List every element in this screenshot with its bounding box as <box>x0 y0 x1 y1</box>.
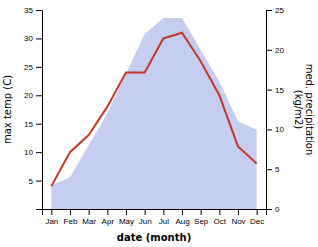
x-tick: Nov <box>231 209 245 226</box>
x-tick: Apr <box>102 209 115 226</box>
x-tick-label: Jun <box>139 217 152 226</box>
y-axis: 5 10 15 20 25 30 35 <box>24 6 42 209</box>
y-tick: 25 <box>24 63 42 72</box>
y2-axis-title-line: (kg/m2) <box>293 90 304 130</box>
y2-tick-label: 20 <box>275 46 284 55</box>
x-tick-mark <box>182 209 183 215</box>
y2-axis-title-line: med. precipitation <box>304 64 315 156</box>
x-tick: May <box>119 209 134 226</box>
plot: Jan Feb Mar Apr May Jun Jul Aug Sep Oct Nov Dec 5 10 1… <box>2 6 315 243</box>
x-tick: Aug <box>175 209 189 226</box>
y2-tick-mark <box>266 169 272 170</box>
x-tick-label: Nov <box>231 217 245 226</box>
y-tick-label: 10 <box>24 148 33 157</box>
y2-axis-line <box>267 11 273 210</box>
x-tick: Jan <box>45 209 58 226</box>
x-tick: Sep <box>194 209 209 226</box>
x-tick-mark <box>70 209 71 215</box>
x-tick: Jul <box>159 209 169 226</box>
y-tick-mark <box>36 38 42 39</box>
x-tick-label: Jul <box>159 217 169 226</box>
x-tick-mark <box>238 209 239 215</box>
x-tick-mark <box>257 209 258 215</box>
y2-axis: 0 5 10 15 20 25 <box>266 6 284 214</box>
y2-tick-mark <box>266 129 272 130</box>
y2-axis-title: med. precipitation(kg/m2) <box>293 64 315 156</box>
y-tick-label: 30 <box>24 34 33 43</box>
precipitation-area <box>51 18 256 209</box>
x-tick-label: Sep <box>194 217 209 226</box>
x-tick-mark <box>163 209 164 215</box>
y-tick: 30 <box>24 34 42 43</box>
marks <box>51 18 256 209</box>
x-tick-label: Dec <box>250 217 264 226</box>
x-tick: Mar <box>82 209 96 226</box>
x-tick-mark <box>89 209 90 215</box>
y2-tick-label: 15 <box>275 86 284 95</box>
y-tick: 35 <box>24 6 42 15</box>
y-tick-label: 25 <box>24 63 33 72</box>
y-tick: 5 <box>29 177 42 186</box>
x-axis-line <box>43 210 267 216</box>
y-tick: 15 <box>24 120 42 129</box>
y2-tick-label: 0 <box>275 205 280 214</box>
y-tick: 10 <box>24 148 42 157</box>
x-tick-label: Feb <box>64 217 78 226</box>
y-tick-mark <box>36 181 42 182</box>
y2-tick: 10 <box>266 125 284 134</box>
y2-tick-mark <box>266 50 272 51</box>
x-axis-title: date (month) <box>117 232 191 243</box>
y-tick-label: 5 <box>29 177 34 186</box>
x-tick-label: Aug <box>175 217 189 226</box>
y2-tick-mark <box>266 209 272 210</box>
x-tick-mark <box>126 209 127 215</box>
y2-tick: 25 <box>266 6 284 15</box>
y2-tick: 20 <box>266 46 284 55</box>
x-tick-label: Jan <box>45 217 58 226</box>
y-tick-label: 15 <box>24 120 33 129</box>
y2-tick: 5 <box>266 165 280 174</box>
y-tick-mark <box>36 152 42 153</box>
x-tick-label: May <box>119 217 134 226</box>
y-tick: 20 <box>24 91 42 100</box>
x-tick-mark <box>145 209 146 215</box>
x-axis: Jan Feb Mar Apr May Jun Jul Aug Sep Oct Nov Dec <box>43 209 267 226</box>
y2-tick: 0 <box>266 205 280 214</box>
y-tick-label: 35 <box>24 6 33 15</box>
chart: Jan Feb Mar Apr May Jun Jul Aug Sep Oct Nov Dec 5 10 1… <box>0 0 318 247</box>
x-tick: Feb <box>64 209 78 226</box>
y-tick-label: 20 <box>24 91 33 100</box>
x-tick-label: Mar <box>82 217 96 226</box>
y2-tick-label: 5 <box>275 165 280 174</box>
x-tick: Oct <box>214 209 227 226</box>
y2-tick: 15 <box>266 86 284 95</box>
x-tick-mark <box>219 209 220 215</box>
y-tick-mark <box>36 124 42 125</box>
y2-tick-label: 25 <box>275 6 284 15</box>
y2-tick-mark <box>266 90 272 91</box>
x-tick-mark <box>107 209 108 215</box>
x-tick-label: Apr <box>102 217 115 226</box>
y-axis-line <box>36 11 43 210</box>
y2-tick-mark <box>266 10 272 11</box>
x-tick: Dec <box>250 209 264 226</box>
y-tick-mark <box>36 67 42 68</box>
y-axis-title: max temp (C) <box>2 75 13 144</box>
y-tick-mark <box>36 95 42 96</box>
x-tick: Jun <box>139 209 152 226</box>
x-tick-mark <box>51 209 52 215</box>
y-tick-mark <box>36 10 42 11</box>
y2-tick-label: 10 <box>275 125 284 134</box>
temperature-line <box>51 33 256 187</box>
x-tick-label: Oct <box>214 217 227 226</box>
x-tick-mark <box>201 209 202 215</box>
